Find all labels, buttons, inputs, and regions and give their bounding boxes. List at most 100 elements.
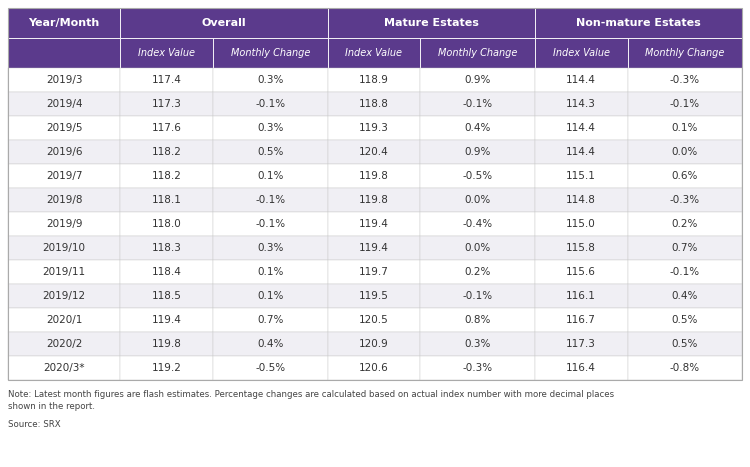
Text: 118.2: 118.2 (152, 147, 182, 157)
Bar (8, 8, 120, 38)
Text: -0.1%: -0.1% (255, 219, 285, 229)
Bar (8, 356, 120, 380)
Text: 118.5: 118.5 (152, 291, 182, 301)
Bar (328, 92, 420, 116)
Text: 120.9: 120.9 (359, 339, 388, 349)
Bar (120, 308, 213, 332)
Bar (328, 116, 420, 140)
Bar (328, 164, 420, 188)
Text: 114.4: 114.4 (566, 147, 596, 157)
Bar (628, 260, 742, 284)
Text: -0.8%: -0.8% (670, 363, 700, 373)
Bar (328, 332, 420, 356)
Bar (213, 38, 328, 68)
Bar (420, 332, 535, 356)
Bar (535, 140, 628, 164)
Bar (420, 356, 535, 380)
Bar (535, 332, 628, 356)
Text: -0.3%: -0.3% (463, 363, 493, 373)
Bar (628, 140, 742, 164)
Bar (120, 8, 328, 38)
Bar (535, 38, 628, 68)
Bar (8, 332, 120, 356)
Text: 0.4%: 0.4% (464, 123, 490, 133)
Text: -0.1%: -0.1% (670, 267, 700, 277)
Bar (328, 308, 420, 332)
Text: 0.5%: 0.5% (257, 147, 284, 157)
Text: -0.1%: -0.1% (463, 99, 493, 109)
Bar (420, 308, 535, 332)
Bar (8, 164, 120, 188)
Text: 0.1%: 0.1% (257, 171, 284, 181)
Bar (213, 140, 328, 164)
Text: 0.2%: 0.2% (671, 219, 698, 229)
Text: 2019/11: 2019/11 (43, 267, 86, 277)
Text: 0.7%: 0.7% (257, 315, 284, 325)
Text: 118.3: 118.3 (152, 243, 182, 253)
Bar (213, 260, 328, 284)
Text: 118.1: 118.1 (152, 195, 182, 205)
Bar (8, 140, 120, 164)
Text: Mature Estates: Mature Estates (384, 18, 478, 28)
Text: Non-mature Estates: Non-mature Estates (576, 18, 700, 28)
Text: 118.8: 118.8 (359, 99, 388, 109)
Bar (535, 8, 742, 38)
Text: 0.3%: 0.3% (257, 75, 284, 85)
Text: Overall: Overall (202, 18, 246, 28)
Bar (535, 236, 628, 260)
Text: 117.3: 117.3 (566, 339, 596, 349)
Bar (628, 68, 742, 92)
Text: -0.1%: -0.1% (255, 195, 285, 205)
Bar (420, 164, 535, 188)
Bar (120, 164, 213, 188)
Bar (535, 284, 628, 308)
Text: 119.8: 119.8 (359, 171, 388, 181)
Bar (8, 38, 120, 68)
Bar (420, 116, 535, 140)
Text: 2020/1: 2020/1 (46, 315, 82, 325)
Bar (120, 212, 213, 236)
Text: 0.3%: 0.3% (257, 243, 284, 253)
Text: -0.5%: -0.5% (255, 363, 285, 373)
Bar (628, 332, 742, 356)
Text: 119.4: 119.4 (359, 219, 388, 229)
Bar (535, 356, 628, 380)
Text: 0.3%: 0.3% (257, 123, 284, 133)
Text: -0.5%: -0.5% (463, 171, 493, 181)
Text: -0.1%: -0.1% (463, 291, 493, 301)
Text: 118.4: 118.4 (152, 267, 182, 277)
Bar (420, 92, 535, 116)
Bar (213, 116, 328, 140)
Bar (535, 260, 628, 284)
Bar (120, 68, 213, 92)
Text: 115.8: 115.8 (566, 243, 596, 253)
Bar (8, 116, 120, 140)
Bar (420, 38, 535, 68)
Bar (328, 236, 420, 260)
Text: 0.4%: 0.4% (671, 291, 698, 301)
Text: -0.4%: -0.4% (463, 219, 493, 229)
Bar (420, 236, 535, 260)
Bar (120, 332, 213, 356)
Bar (213, 212, 328, 236)
Text: 116.1: 116.1 (566, 291, 596, 301)
Text: 115.1: 115.1 (566, 171, 596, 181)
Text: Index Value: Index Value (553, 48, 610, 58)
Text: Source: SRX: Source: SRX (8, 420, 61, 429)
Bar (120, 356, 213, 380)
Bar (213, 68, 328, 92)
Text: 2019/10: 2019/10 (43, 243, 86, 253)
Text: 119.3: 119.3 (359, 123, 388, 133)
Bar (535, 116, 628, 140)
Text: 0.5%: 0.5% (671, 339, 698, 349)
Bar (328, 188, 420, 212)
Text: Monthly Change: Monthly Change (438, 48, 518, 58)
Text: Year/Month: Year/Month (28, 18, 100, 28)
Text: 119.8: 119.8 (152, 339, 182, 349)
Text: 120.4: 120.4 (359, 147, 388, 157)
Bar (328, 212, 420, 236)
Text: 119.7: 119.7 (359, 267, 388, 277)
Bar (8, 92, 120, 116)
Bar (328, 8, 535, 38)
Bar (120, 38, 213, 68)
